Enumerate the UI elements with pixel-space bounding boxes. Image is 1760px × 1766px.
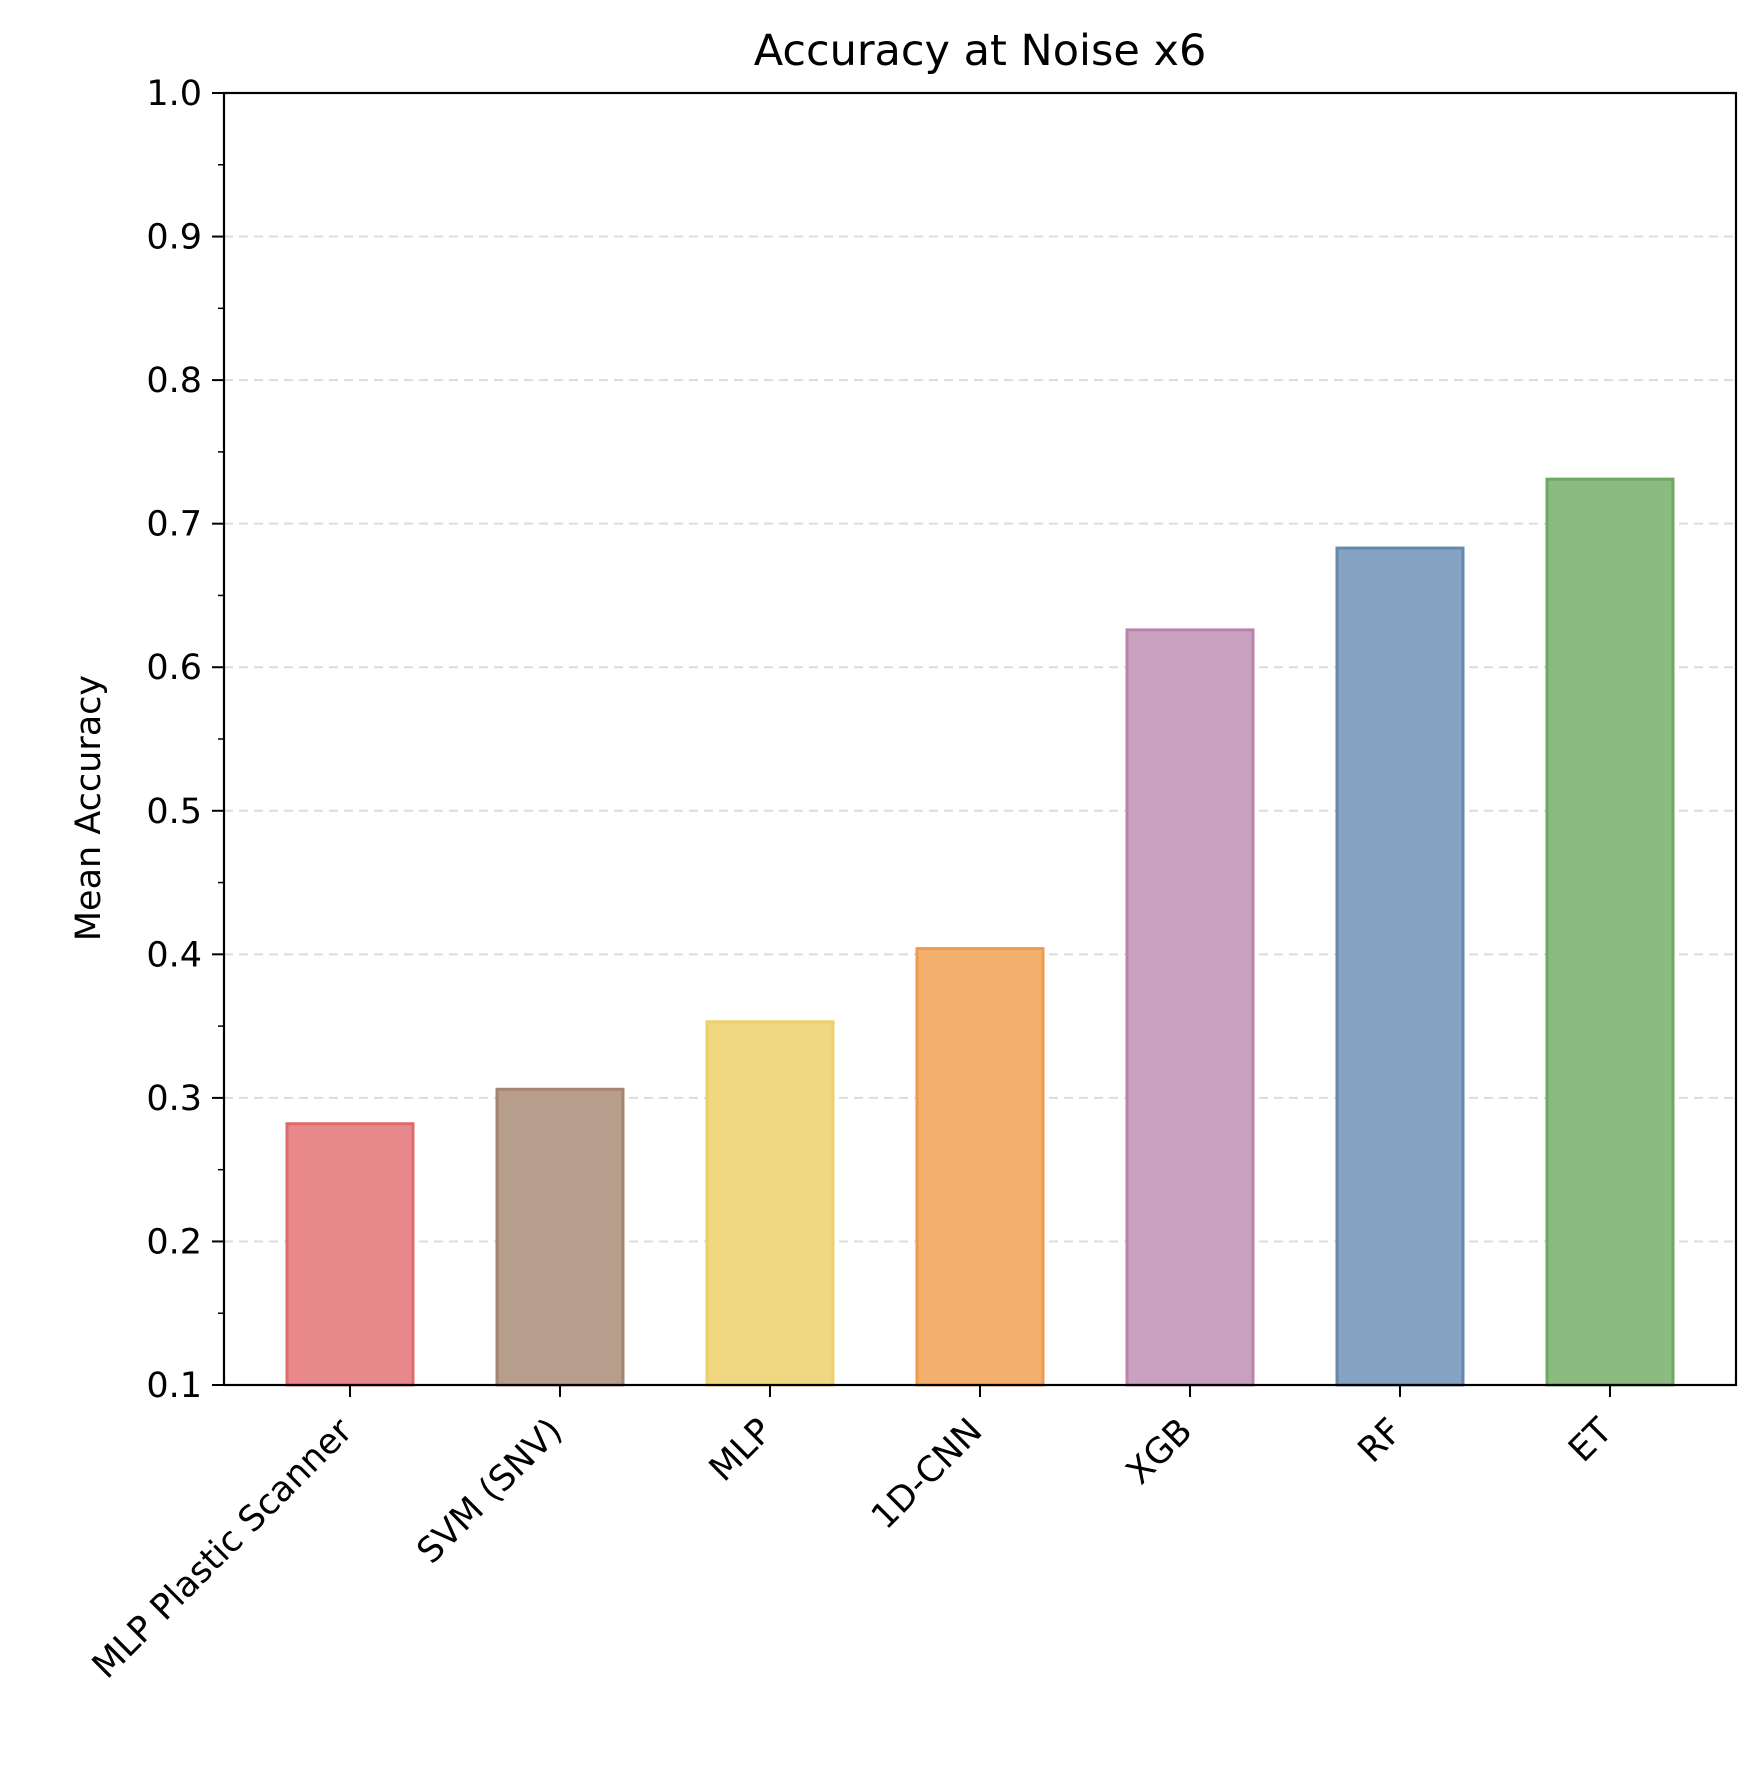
y-tick-label: 0.2: [146, 1222, 202, 1262]
y-axis-label: Mean Accuracy: [69, 675, 109, 941]
y-tick-label: 0.8: [146, 361, 202, 401]
x-tick-label: ET: [1561, 1411, 1620, 1470]
y-tick-label: 0.6: [146, 648, 202, 688]
bar: [1125, 628, 1255, 1387]
bar: [705, 1020, 835, 1387]
y-tick-label: 0.7: [146, 505, 202, 545]
chart-title: Accuracy at Noise x6: [754, 26, 1207, 76]
bar: [1545, 477, 1675, 1387]
bars: [285, 477, 1675, 1387]
x-tick-label: SVM (SNV): [410, 1411, 571, 1572]
y-tick-label: 0.4: [146, 935, 202, 975]
y-tick-label: 1.0: [146, 74, 202, 114]
bar: [285, 1122, 415, 1387]
x-tick-label: MLP: [702, 1411, 780, 1489]
y-tick-label: 0.5: [146, 792, 202, 832]
x-tick-label: XGB: [1119, 1411, 1200, 1492]
y-tick-label: 0.3: [146, 1079, 202, 1119]
plot-frame: [222, 91, 1738, 1387]
x-tick-label: MLP Plastic Scanner: [85, 1411, 361, 1687]
bar: [915, 947, 1045, 1387]
bar: [495, 1087, 625, 1387]
x-tick-label: 1D-CNN: [864, 1411, 990, 1537]
bar: [1335, 546, 1465, 1387]
y-tick-label: 0.1: [146, 1366, 202, 1406]
y-tick-label: 0.9: [146, 218, 202, 258]
x-tick-label: RF: [1351, 1411, 1411, 1471]
